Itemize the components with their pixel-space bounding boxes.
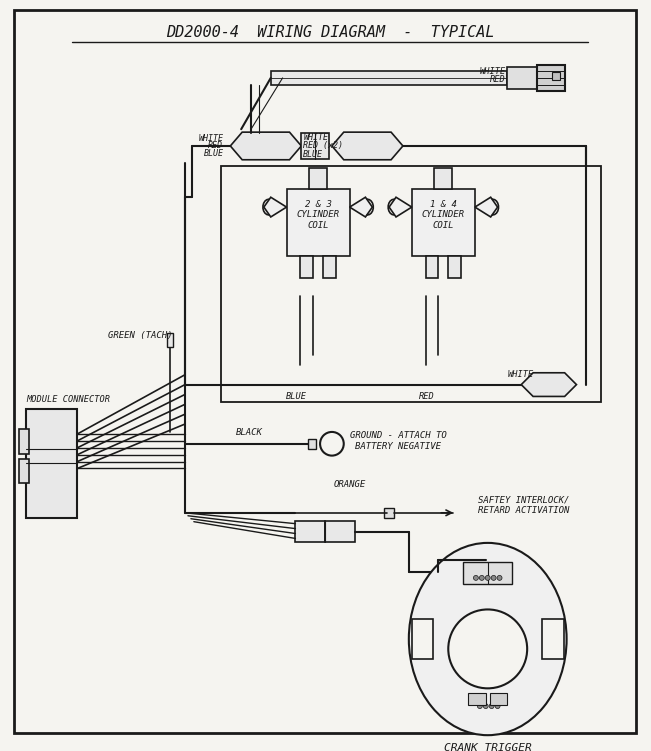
Circle shape <box>477 704 482 708</box>
Bar <box>412 620 434 659</box>
Bar <box>449 256 461 278</box>
Text: GROUND - ATTACH TO
BATTERY NEGATIVE: GROUND - ATTACH TO BATTERY NEGATIVE <box>350 431 447 451</box>
Text: MODULE CONNECTOR: MODULE CONNECTOR <box>26 395 110 404</box>
Circle shape <box>495 704 500 708</box>
Bar <box>325 520 355 542</box>
Bar <box>309 167 327 189</box>
Bar <box>20 459 29 483</box>
Circle shape <box>483 704 488 708</box>
Ellipse shape <box>409 543 566 735</box>
Bar <box>468 693 486 705</box>
Bar <box>507 67 537 89</box>
Text: CRANK TRIGGER: CRANK TRIGGER <box>444 743 532 751</box>
Bar <box>26 409 77 517</box>
Polygon shape <box>332 132 403 160</box>
Circle shape <box>497 575 502 581</box>
Text: BLUE: BLUE <box>286 393 307 402</box>
Bar <box>308 439 316 448</box>
Polygon shape <box>264 198 286 217</box>
Text: RED (x2): RED (x2) <box>303 141 343 150</box>
Text: RED: RED <box>490 75 505 84</box>
Circle shape <box>449 610 527 689</box>
Bar <box>296 520 325 542</box>
Polygon shape <box>521 372 577 397</box>
Bar <box>434 167 452 189</box>
Bar <box>323 256 336 278</box>
Polygon shape <box>230 132 301 160</box>
Bar <box>537 65 564 91</box>
Bar <box>20 429 29 454</box>
Text: ORANGE: ORANGE <box>333 480 366 489</box>
Bar <box>167 333 173 347</box>
Text: BLACK: BLACK <box>236 428 262 437</box>
Text: WHITE: WHITE <box>479 68 505 77</box>
Text: WHITE: WHITE <box>199 134 223 143</box>
Bar <box>426 256 438 278</box>
Polygon shape <box>350 198 372 217</box>
Text: DD2000-4  WIRING DIAGRAM  -  TYPICAL: DD2000-4 WIRING DIAGRAM - TYPICAL <box>166 25 494 40</box>
Bar <box>300 256 313 278</box>
Text: WHITE: WHITE <box>303 133 328 142</box>
Text: SAFTEY INTERLOCK/
RETARD ACTIVATION: SAFTEY INTERLOCK/ RETARD ACTIVATION <box>478 495 569 514</box>
Bar <box>286 189 350 256</box>
Circle shape <box>473 575 478 581</box>
Bar <box>271 71 507 85</box>
Text: RED: RED <box>419 393 434 402</box>
Text: BLUE: BLUE <box>303 150 324 159</box>
Bar <box>412 189 475 256</box>
Circle shape <box>491 575 496 581</box>
Bar <box>552 72 560 80</box>
Polygon shape <box>475 198 497 217</box>
Circle shape <box>320 432 344 456</box>
Bar <box>490 693 507 705</box>
Text: BLUE: BLUE <box>203 149 223 158</box>
Text: 1 & 4
CYLINDER
COIL: 1 & 4 CYLINDER COIL <box>422 200 465 230</box>
Polygon shape <box>389 198 412 217</box>
Circle shape <box>485 575 490 581</box>
Bar <box>221 166 601 403</box>
Bar <box>301 133 329 158</box>
Bar <box>542 620 564 659</box>
Bar <box>384 508 394 517</box>
Text: WHITE: WHITE <box>507 369 534 379</box>
Text: RED: RED <box>208 141 223 150</box>
Text: GREEN (TACH): GREEN (TACH) <box>108 330 173 339</box>
Text: 2 & 3
CYLINDER
COIL: 2 & 3 CYLINDER COIL <box>297 200 340 230</box>
Bar <box>463 562 512 584</box>
Circle shape <box>479 575 484 581</box>
Circle shape <box>489 704 494 708</box>
